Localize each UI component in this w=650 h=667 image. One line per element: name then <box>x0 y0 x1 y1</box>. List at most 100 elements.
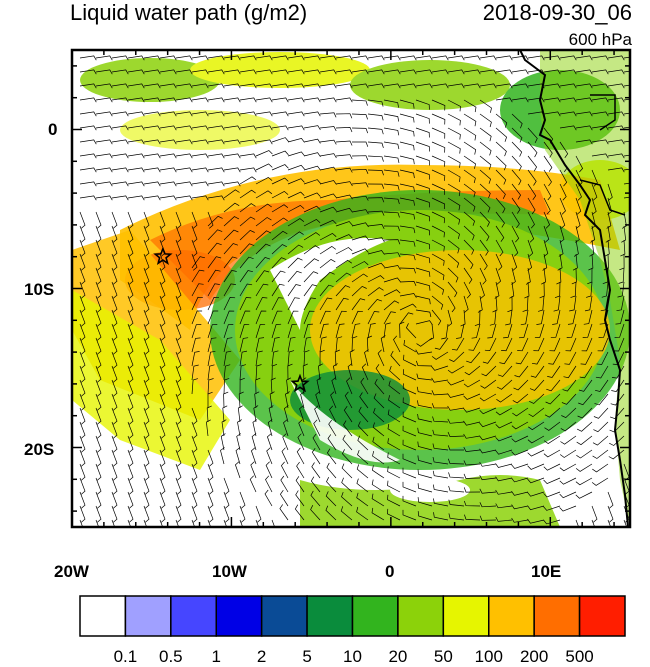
wind-barb <box>255 176 273 185</box>
wind-barb <box>351 273 368 283</box>
wind-barb <box>343 420 353 437</box>
wind-barb <box>371 493 385 507</box>
wind-barb <box>433 512 449 521</box>
colorbar-label: 5 <box>302 647 312 666</box>
wind-barb <box>447 169 461 182</box>
wind-barb <box>366 335 373 353</box>
wind-barb <box>431 141 446 153</box>
wind-barb <box>326 477 337 493</box>
wind-barb <box>416 337 433 347</box>
wind-barb <box>575 83 593 89</box>
wind-barb <box>79 393 86 411</box>
wind-barb <box>314 405 321 423</box>
wind-barb <box>415 211 430 222</box>
wind-barb <box>223 216 240 227</box>
wind-barb <box>159 69 177 75</box>
wind-barb <box>127 97 145 103</box>
wind-barb <box>367 197 385 203</box>
wind-barb <box>357 435 369 451</box>
wind-barb <box>250 461 257 479</box>
wind-barb <box>447 267 459 283</box>
wind-barb <box>351 127 369 134</box>
wind-barb <box>287 83 305 89</box>
wind-barb <box>399 169 415 179</box>
wind-barb <box>143 55 161 61</box>
wind-barb <box>383 83 401 89</box>
wind-barb <box>143 295 150 313</box>
wind-barb <box>351 83 369 89</box>
wind-barb <box>495 155 507 171</box>
wind-barb <box>296 461 305 479</box>
wind-barb <box>433 498 449 507</box>
wind-barb <box>515 351 529 365</box>
wind-barb <box>127 253 134 271</box>
wind-barb <box>576 421 593 432</box>
wind-barb <box>143 449 150 467</box>
wind-barb <box>463 197 476 212</box>
wind-barb <box>588 253 594 271</box>
wind-barb <box>495 83 513 89</box>
wind-barb <box>271 69 289 75</box>
wind-barb <box>255 125 273 131</box>
wind-barb <box>127 505 134 523</box>
wind-barb <box>264 489 273 507</box>
wind-barb <box>127 139 145 145</box>
wind-barb <box>388 395 401 409</box>
wind-barb <box>239 203 256 213</box>
colorbar-swatch <box>79 595 127 637</box>
wind-barb <box>207 125 225 131</box>
wind-barb <box>367 141 384 148</box>
wind-barb <box>431 113 446 125</box>
wind-barb <box>191 310 203 325</box>
wind-barb <box>271 164 289 171</box>
wind-barb <box>431 365 449 371</box>
wind-barb <box>448 499 465 507</box>
wind-barb <box>175 153 193 159</box>
wind-barb <box>399 183 415 192</box>
wind-barb <box>402 467 417 479</box>
wind-barb <box>280 461 289 479</box>
wind-barb <box>287 244 304 255</box>
wind-barb <box>111 83 129 89</box>
wind-barb <box>255 55 273 61</box>
wind-barb <box>431 295 444 310</box>
wind-barb <box>271 125 289 131</box>
wind-barb <box>417 400 433 409</box>
wind-barb <box>335 259 353 269</box>
wind-barb <box>479 211 490 227</box>
wind-barb <box>575 139 593 145</box>
wind-barb <box>605 225 611 243</box>
wind-barb <box>280 475 289 493</box>
wind-barb <box>191 153 209 159</box>
wind-barb <box>251 433 257 451</box>
wind-barb <box>143 365 150 383</box>
wind-barb <box>351 336 358 353</box>
wind-barb <box>143 463 150 481</box>
wind-barb <box>559 449 577 458</box>
wind-barb <box>463 433 481 439</box>
wind-barb <box>143 379 150 397</box>
wind-barb <box>534 323 545 339</box>
wind-barb <box>463 487 481 493</box>
wind-barb <box>143 139 161 145</box>
wind-barb <box>463 211 476 226</box>
star-marker-west <box>153 246 173 266</box>
wind-barb <box>191 55 209 61</box>
wind-barb <box>207 519 212 527</box>
wind-barb <box>479 448 497 454</box>
wind-barb <box>191 239 198 257</box>
wind-barb <box>559 125 577 131</box>
wind-barb <box>191 111 209 117</box>
wind-barb <box>127 351 134 369</box>
wind-barb <box>95 351 102 369</box>
wind-barb <box>335 323 345 339</box>
wind-barb <box>319 206 337 213</box>
wind-barb <box>591 183 598 201</box>
wind-barb <box>111 379 118 397</box>
wind-barb <box>341 477 353 493</box>
wind-barb <box>431 169 446 181</box>
wind-barb <box>511 504 529 510</box>
wind-barb <box>373 407 385 423</box>
wind-barb <box>609 435 625 446</box>
